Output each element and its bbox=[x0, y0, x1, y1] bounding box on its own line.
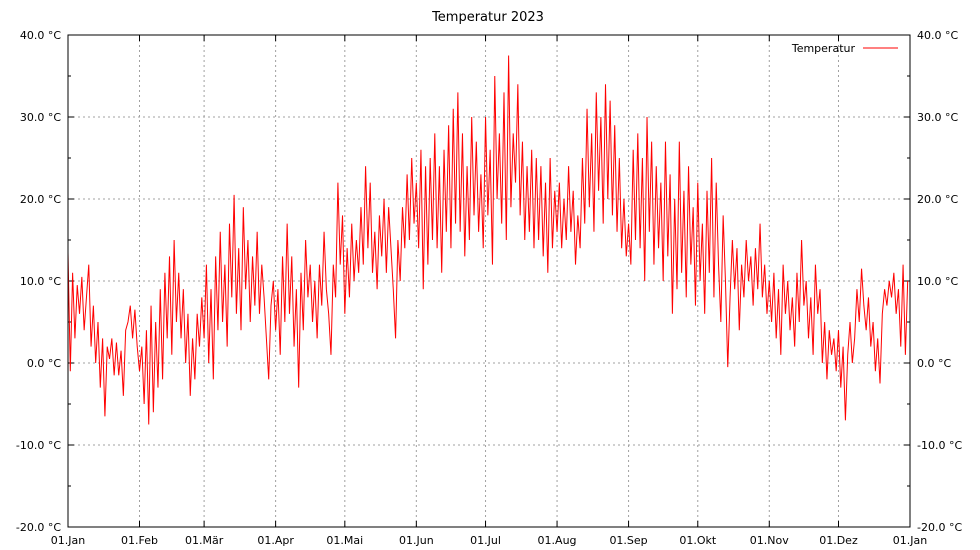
y-tick-label-right: 30.0 °C bbox=[917, 111, 958, 124]
legend-label: Temperatur bbox=[791, 42, 856, 55]
y-tick-label-left: 30.0 °C bbox=[20, 111, 61, 124]
y-tick-label-left: 10.0 °C bbox=[20, 275, 61, 288]
x-tick-label: 01.Mär bbox=[185, 534, 224, 547]
x-tick-label: 01.Aug bbox=[538, 534, 577, 547]
x-tick-label: 01.Jul bbox=[470, 534, 501, 547]
plot-area-border bbox=[67, 34, 911, 528]
y-tick-label-left: 20.0 °C bbox=[20, 193, 61, 206]
x-tick-label: 01.Feb bbox=[121, 534, 158, 547]
chart-title: Temperatur 2023 bbox=[431, 10, 544, 25]
y-tick-label-left: -20.0 °C bbox=[16, 521, 61, 534]
y-tick-label-right: 40.0 °C bbox=[917, 29, 958, 42]
x-tick-label: 01.Jun bbox=[399, 534, 434, 547]
y-axis-right-labels: -20.0 °C -10.0 °C 0.0 °C 10.0 °C 20.0 °C 30.0… bbox=[917, 29, 962, 534]
y-axis-left-labels: -20.0 °C -10.0 °C 0.0 °C 10.0 °C 20.0 °C 30.0… bbox=[16, 29, 61, 534]
x-tick-label: 01.Nov bbox=[750, 534, 789, 547]
series-group bbox=[67, 55, 909, 425]
series-line-temperatur bbox=[67, 55, 909, 425]
legend: Temperatur bbox=[791, 42, 898, 55]
y-tick-label-right: -10.0 °C bbox=[917, 439, 962, 452]
x-tick-label: 01.Jan bbox=[893, 534, 927, 547]
x-tick-label: 01.Jan bbox=[51, 534, 85, 547]
y-tick-label-right: 10.0 °C bbox=[917, 275, 958, 288]
y-tick-label-left: 40.0 °C bbox=[20, 29, 61, 42]
x-tick-label: 01.Mai bbox=[326, 534, 363, 547]
x-axis-labels: 01.Jan 01.Feb 01.Mär 01.Apr 01.Mai 01.Jun 01.J… bbox=[51, 534, 927, 547]
y-tick-label-right: 20.0 °C bbox=[917, 193, 958, 206]
y-tick-label-right: 0.0 °C bbox=[917, 357, 951, 370]
y-tick-label-left: -10.0 °C bbox=[16, 439, 61, 452]
y-tick-label-left: 0.0 °C bbox=[27, 357, 61, 370]
x-tick-label: 01.Okt bbox=[679, 534, 717, 547]
x-tick-label: 01.Sep bbox=[609, 534, 647, 547]
x-tick-label: 01.Apr bbox=[257, 534, 294, 547]
y-tick-label-right: -20.0 °C bbox=[917, 521, 962, 534]
x-tick-label: 01.Dez bbox=[819, 534, 858, 547]
